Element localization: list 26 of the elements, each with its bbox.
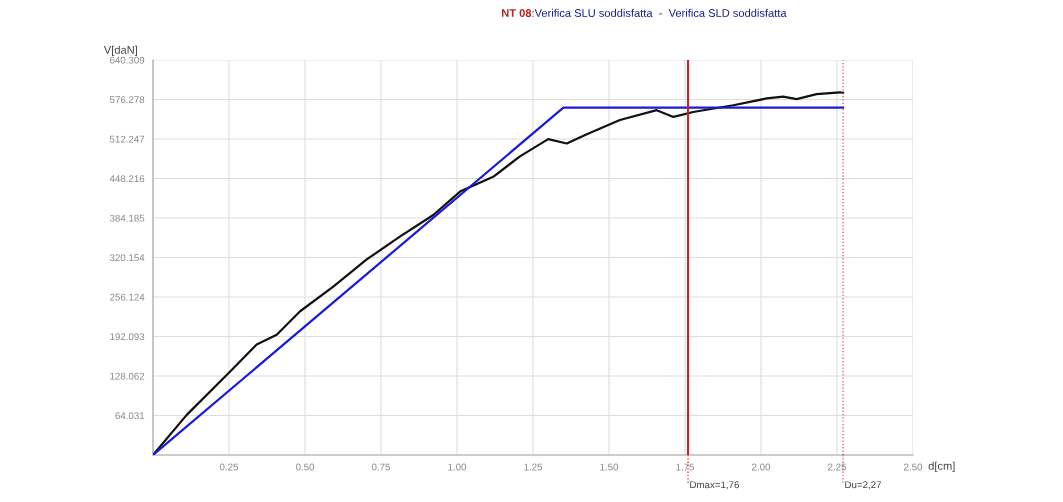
chart-subtitle: :Verifica SLU soddisfatta - Verifica SLD soddisfatta [532, 8, 787, 17]
x-tick-label: 1.75 [676, 463, 695, 471]
y-tick-label: 128.062 [110, 372, 145, 380]
x-tick-label: 0.25 [219, 463, 239, 471]
x-tick-label: 0.75 [371, 463, 391, 471]
y-tick-label: 384.185 [109, 214, 145, 222]
x-tick-label: 1.00 [448, 463, 467, 471]
x-tick-label: 2.00 [752, 463, 771, 471]
x-tick-label: 2.25 [828, 463, 847, 471]
x-tick-label: 1.50 [600, 463, 619, 471]
ref-line-label: Du=2,27 [845, 481, 882, 490]
y-tick-label: 320.154 [109, 254, 145, 262]
x-tick-label: 2.50 [904, 463, 923, 471]
x-tick-label: 0.50 [295, 463, 315, 471]
y-axis-title: V[daN] [103, 45, 138, 57]
y-tick-label: 192.093 [110, 333, 145, 341]
y-tick-label: 64.031 [115, 412, 145, 420]
chart-title: NT 08 [501, 9, 532, 17]
y-tick-label: 512.247 [109, 135, 145, 143]
x-tick-label: 1.25 [524, 463, 543, 471]
y-tick-label: 576.278 [109, 96, 145, 104]
y-tick-label: 256.124 [110, 293, 145, 301]
y-tick-label: 448.216 [109, 175, 145, 183]
y-tick-label: 640.309 [110, 56, 145, 64]
x-axis-title: d[cm] [928, 461, 955, 473]
ref-line-label: Dmax=1,76 [690, 481, 739, 490]
